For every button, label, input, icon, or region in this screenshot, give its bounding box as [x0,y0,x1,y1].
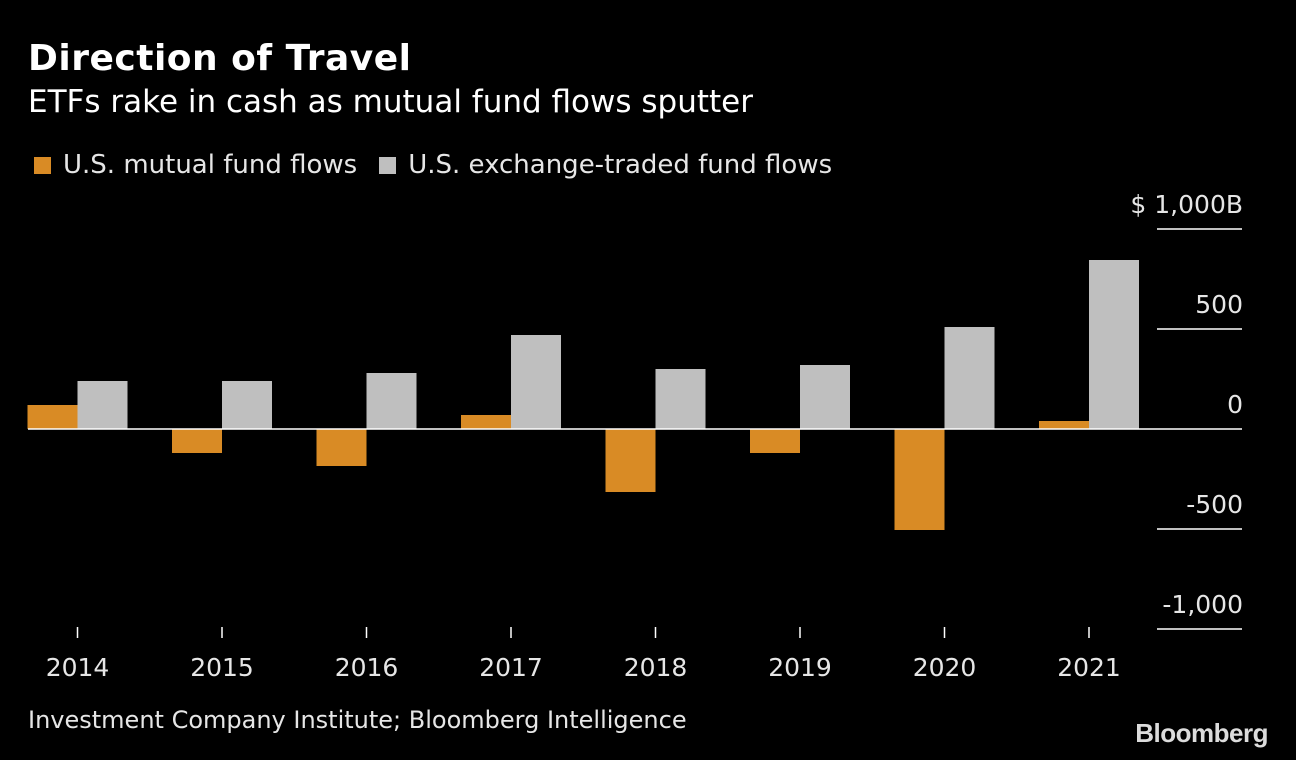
bar-etf [77,381,128,429]
y-tick-label: -1,000 [1162,590,1243,619]
bar-mutual [605,429,656,492]
y-tick-label: -500 [1186,490,1243,519]
chart-title: Direction of Travel [28,38,412,79]
x-tick-label: 2019 [768,653,832,682]
x-tick-label: 2018 [624,653,688,682]
legend-swatch-etf [379,156,397,174]
y-tick-label: $ 1,000B [1130,190,1243,219]
legend-swatch-mutual [34,156,51,174]
x-tick-label: 2020 [913,653,977,682]
legend-label-mutual: U.S. mutual fund flows [63,150,358,180]
x-tick-label: 2016 [335,653,399,682]
bar-mutual [461,415,511,429]
bar-etf [222,381,272,429]
legend-item-mutual: U.S. mutual fund flows [34,150,357,180]
bar-mutual [1039,421,1089,429]
y-tick-label: 0 [1227,390,1243,419]
bar-mutual [894,429,945,530]
bar-etf [655,369,706,429]
bar-etf [366,373,417,429]
bar-etf [944,327,995,429]
bar-mutual [172,429,222,453]
x-tick-label: 2015 [190,653,254,682]
bar-mutual [316,429,367,466]
bar-etf [800,365,850,429]
bar-etf [511,335,561,429]
x-tick-label: 2017 [479,653,543,682]
bloomberg-logo: Bloomberg [1135,718,1268,748]
x-tick-label: 2021 [1057,653,1121,682]
legend-item-etf: U.S. exchange-traded fund flows [379,150,832,180]
x-tick-label: 2014 [46,653,110,682]
legend-label-etf: U.S. exchange-traded fund flows [408,150,833,180]
y-tick-label: 500 [1195,290,1243,319]
legend: U.S. mutual fund flows U.S. exchange-tra… [34,150,854,180]
bar-etf [1089,260,1139,429]
bar-mutual [27,405,78,429]
source-note: Investment Company Institute; Bloomberg … [28,706,687,734]
chart-subtitle: ETFs rake in cash as mutual fund flows s… [28,84,753,120]
bar-mutual [750,429,800,453]
